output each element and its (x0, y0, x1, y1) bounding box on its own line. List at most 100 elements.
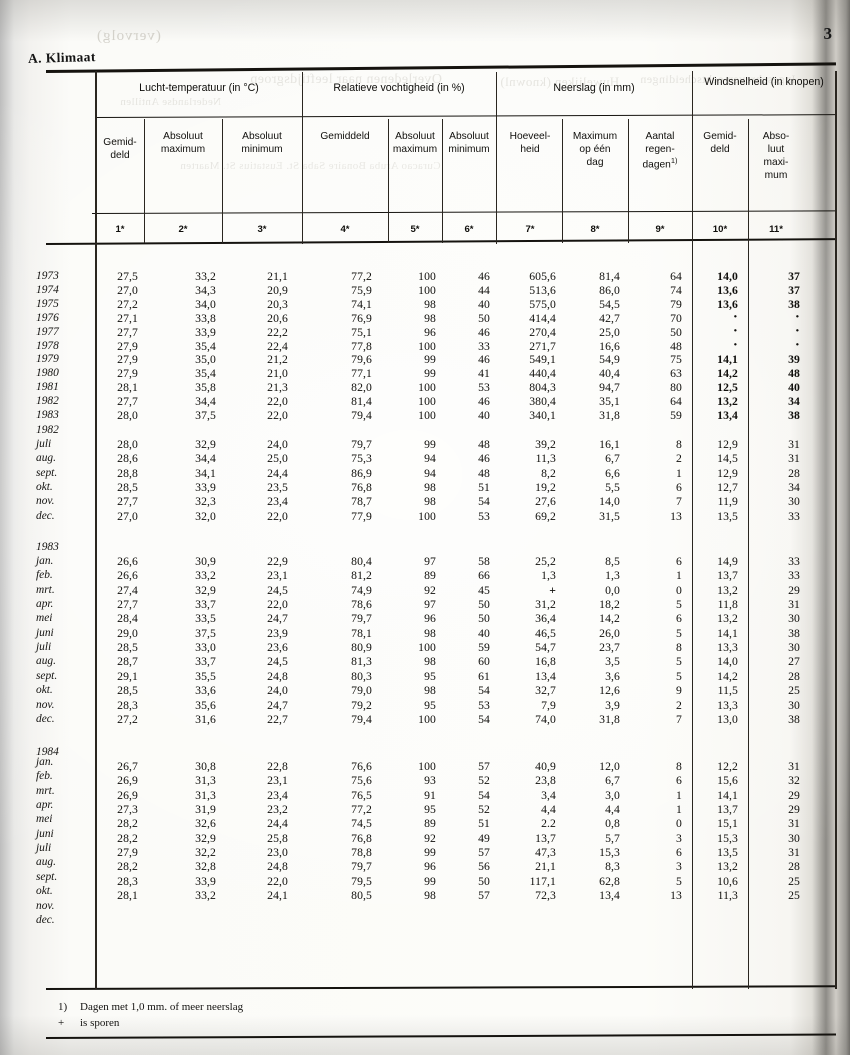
table-cell: 78,7 (351, 495, 372, 509)
table-cell: 3,6 (605, 669, 620, 683)
table-cell: 22,4 (267, 339, 288, 353)
vrule-right-outer (835, 71, 837, 989)
table-cell: 24,8 (267, 669, 288, 683)
vrule-group-3-4 (692, 71, 694, 989)
table-cell: 33 (788, 555, 800, 568)
table-cell: 74 (670, 283, 682, 297)
page-number: 3 (823, 24, 833, 43)
table-cell: 22,7 (267, 712, 288, 726)
row-label: aug. (36, 452, 56, 465)
table-cell: 54 (478, 684, 490, 698)
table-cell: 23,4 (267, 495, 288, 509)
table-cell: 31 (788, 452, 800, 466)
table-cell: 31,3 (195, 788, 216, 802)
colheader-4: Gemiddeld (320, 131, 370, 142)
table-cell: 79,7 (351, 438, 372, 451)
table-cell: 13,3 (717, 698, 738, 712)
table-cell: 22,0 (267, 409, 288, 422)
table-cell: 81,4 (351, 395, 372, 409)
table-cell: 95 (424, 698, 436, 712)
table-cell: 3,4 (541, 788, 556, 802)
row-label: nov. (36, 698, 55, 711)
table-cell: 54 (478, 788, 490, 802)
table-cell: 33 (788, 569, 800, 583)
table-cell: 24,0 (267, 684, 288, 698)
table-cell: 15,6 (717, 774, 738, 788)
table-cell: 56 (478, 860, 490, 874)
table-cell: 29,1 (117, 669, 138, 683)
colheader-8: Maximum op één dag (572, 131, 618, 169)
row-label: okt. (36, 480, 53, 493)
table-cell: 80,9 (351, 641, 372, 655)
table-cell: 25 (788, 684, 800, 698)
row-label: 1974 (36, 283, 59, 296)
table-cell-missing: · (732, 336, 738, 353)
table-cell: 13,6 (717, 297, 738, 311)
table-cell: 35,4 (195, 339, 216, 353)
table-cell: 79,2 (351, 698, 372, 712)
table-cell: 93 (424, 774, 436, 788)
footnote-marker: + (58, 1016, 65, 1029)
table-cell: 31 (788, 760, 800, 773)
table-cell: 21,1 (535, 860, 556, 874)
table-cell: 57 (478, 846, 490, 860)
table-cell: 13,7 (717, 803, 738, 817)
table-cell: 34 (788, 395, 800, 409)
colheader-5: Absoluut maximum (392, 131, 438, 156)
table-cell: 380,4 (529, 395, 556, 409)
table-cell: 23,8 (535, 774, 556, 788)
table-cell: 23,4 (267, 788, 288, 802)
table-cell: 0,8 (605, 817, 620, 831)
table-cell: 11,8 (717, 598, 738, 612)
table-cell: 32,9 (195, 583, 216, 597)
row-label: 1982 (36, 395, 59, 408)
table-cell: 66 (478, 569, 490, 583)
table-cell: 46,5 (535, 626, 556, 640)
row-label: okt. (36, 885, 53, 898)
table-cell: 14,2 (599, 612, 620, 626)
table-cell: 28 (788, 466, 800, 480)
table-cell: 28,3 (117, 698, 138, 712)
table-cell: 13,4 (717, 409, 738, 422)
table-cell: 99 (424, 874, 436, 888)
table-cell: 79,6 (351, 353, 372, 367)
table-cell: 13,6 (717, 283, 738, 297)
table-cell: 31 (788, 817, 800, 831)
table-cell: 54,7 (535, 641, 556, 655)
table-cell: 54,9 (599, 353, 620, 367)
table-cell: 340,1 (529, 409, 556, 422)
footnote-row: 1) Dagen met 1,0 mm. of meer neerslag (58, 1000, 243, 1016)
row-label: nov. (36, 899, 55, 912)
table-cell-missing: · (794, 336, 800, 353)
vrule-col-5-6 (442, 119, 443, 243)
table-cell: 100 (418, 641, 436, 655)
table-cell: 5 (676, 655, 682, 669)
table-cell: 48 (478, 438, 490, 451)
table-cell: 41 (478, 367, 490, 381)
table-cell: 29 (788, 583, 800, 597)
table-cell: 14,2 (717, 669, 738, 683)
table-cell: 82,0 (351, 381, 372, 395)
group-header-windsnelheid: Windsnelheid (in knopen) (704, 76, 824, 88)
table-cell: 11,3 (535, 452, 556, 466)
row-label: 1975 (36, 297, 59, 310)
table-cell: 5 (676, 626, 682, 640)
row-label: juli (36, 641, 52, 654)
table-cell: 27,5 (117, 270, 138, 283)
table-cell: 32,3 (195, 495, 216, 509)
row-label: juni (36, 827, 54, 840)
table-cell: 40,4 (599, 367, 620, 381)
table-cell: 70 (670, 311, 682, 325)
table-cell: 95 (424, 669, 436, 683)
table-cell: 575,0 (529, 297, 556, 311)
table-cell: 6,7 (605, 774, 620, 788)
table-cell: 31 (788, 438, 800, 451)
table-cell: 4,4 (541, 803, 556, 817)
table-cell: 97 (424, 598, 436, 612)
table-cell: 94,7 (599, 381, 620, 395)
table-cell: 96 (424, 860, 436, 874)
table-cell: 52 (478, 803, 490, 817)
table-cell: 28,1 (117, 381, 138, 395)
table-cell: 50 (478, 612, 490, 626)
table-cell: 1 (676, 788, 682, 802)
